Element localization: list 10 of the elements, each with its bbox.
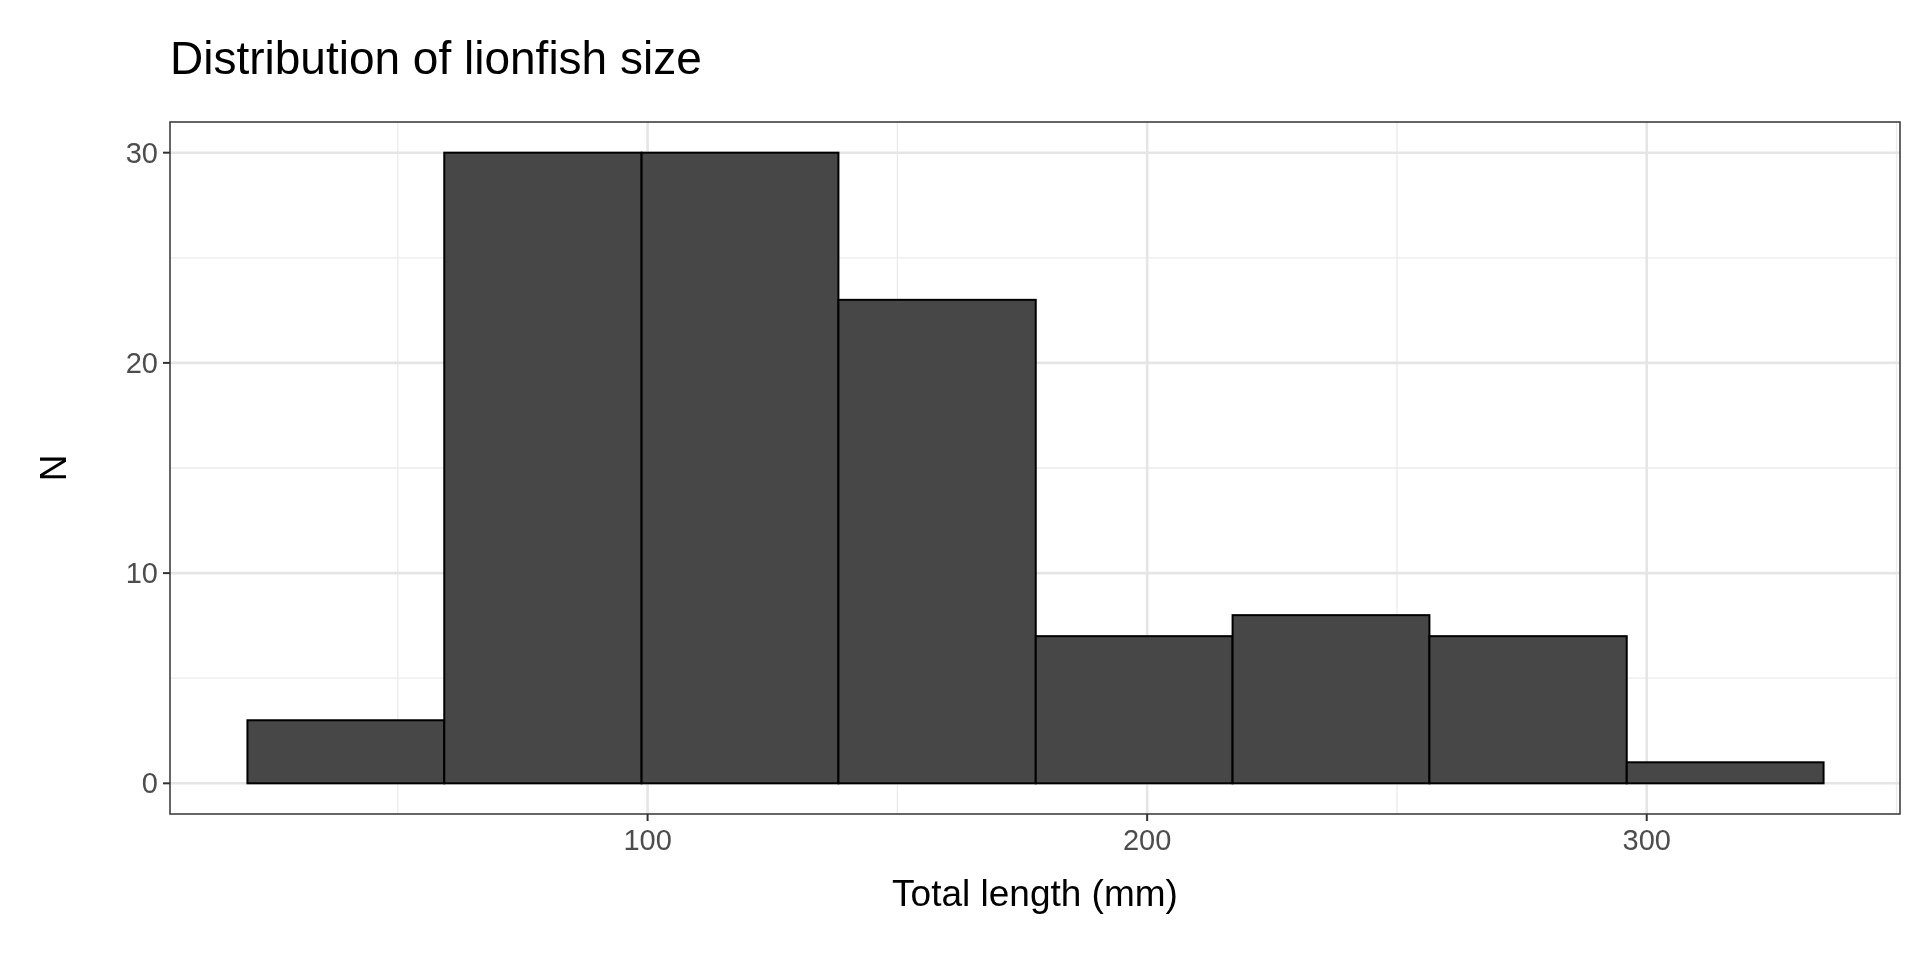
x-tick-label: 300 [1622, 824, 1671, 856]
y-tick-label: 0 [141, 767, 158, 800]
y-axis-title: N [33, 454, 74, 482]
x-axis-title: Total length (mm) [892, 873, 1178, 914]
x-tick-label: 200 [1122, 824, 1172, 856]
y-tick-label: 20 [125, 347, 158, 380]
chart-title: Distribution of lionfish size [170, 32, 702, 84]
y-tick-label: 10 [125, 557, 158, 590]
y-tick-label: 30 [125, 136, 158, 169]
x-tick-label: 100 [623, 824, 672, 856]
